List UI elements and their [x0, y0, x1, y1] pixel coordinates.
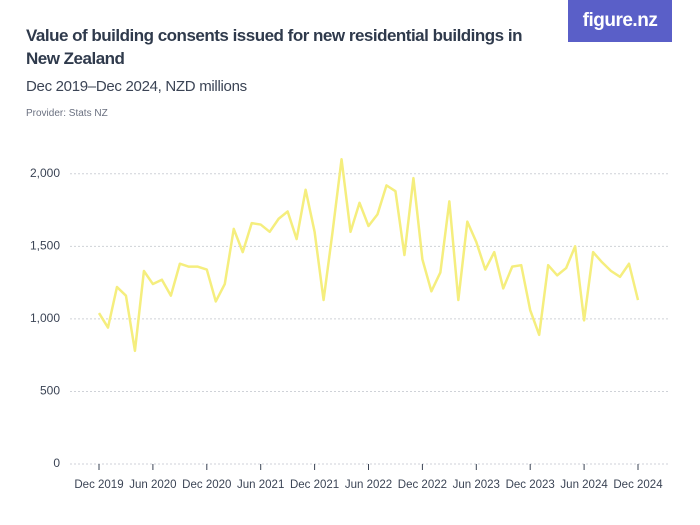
y-tick-label: 1,500: [30, 238, 60, 252]
x-tick-label: Jun 2024: [560, 479, 608, 491]
x-tick-label: Jun 2023: [453, 479, 500, 491]
y-tick-label: 1,000: [30, 311, 60, 325]
x-tick-label: Dec 2024: [613, 479, 663, 491]
x-tick-label: Jun 2021: [237, 479, 284, 491]
y-tick-label: 0: [53, 456, 60, 470]
x-tick-label: Dec 2022: [398, 479, 447, 491]
x-tick-label: Dec 2023: [506, 479, 555, 491]
x-tick-label: Dec 2020: [182, 479, 231, 491]
provider: Provider: Stats NZ: [26, 108, 108, 119]
x-tick-label: Dec 2021: [290, 479, 339, 491]
line: [97, 158, 640, 353]
y-tick-label: 500: [40, 384, 60, 398]
x-tick-label: Dec 2019: [74, 479, 123, 491]
x-tick-label: Jun 2022: [345, 479, 392, 491]
chart-subtitle: Dec 2019–Dec 2024, NZD millions: [26, 78, 247, 95]
logo[interactable]: figure.nz: [568, 0, 672, 42]
chart-title: Value of building consents issued for ne…: [26, 26, 522, 68]
y-tick-label: 2,000: [30, 166, 60, 180]
x-tick-label: Jun 2020: [129, 479, 176, 491]
